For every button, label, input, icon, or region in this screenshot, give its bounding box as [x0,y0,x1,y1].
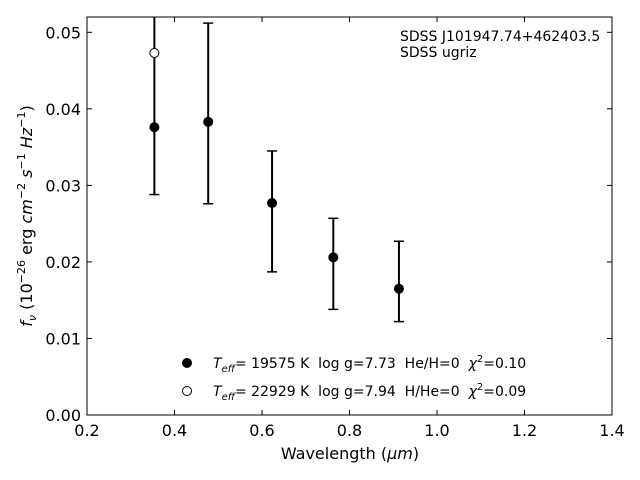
legend-1-chi-value: =0.10 [483,356,526,372]
x-axis-label-text: Wavelength ( [281,444,387,463]
y-axis-label: fν (10−26 erg cm−2 s−1 Hz−1) [15,105,39,326]
y-axis-label-open: (10 [17,283,36,315]
y-axis-label-exp2: −2 [15,183,28,199]
x-axis-label: Wavelength (μm) [281,444,419,463]
legend-1-main: = 19575 K log g=7.73 He/H=0 [235,356,469,372]
x-axis-label-close: ) [413,444,419,463]
x-tick-label: 0.4 [162,421,187,440]
x-tick-label: 1.4 [599,421,624,440]
y-axis-label-exp3: −1 [15,153,28,169]
model-point-open [150,48,159,57]
legend-marker-filled [183,359,192,368]
observed-point [329,253,338,262]
legend-2-main: = 22929 K log g=7.94 H/He=0 [235,384,469,400]
x-tick-label: 1.0 [424,421,449,440]
x-tick-label: 1.2 [512,421,537,440]
y-tick-label: 0.02 [45,253,81,272]
x-axis-label-unit: μm [386,444,413,463]
y-tick-label: 0.01 [45,329,81,348]
y-tick-label: 0.03 [45,176,81,195]
legend-marker-open [183,387,192,396]
x-tick-label: 0.6 [249,421,274,440]
y-axis-label-hz: Hz [17,127,36,153]
data-points [150,48,404,293]
observed-point [268,198,277,207]
y-axis-label-cm: cm [17,199,36,223]
error-bars [149,17,404,322]
y-tick-label: 0.05 [45,23,81,42]
legend-2-chi-value: =0.09 [483,384,526,400]
annotation-object-name: SDSS J101947.74+462403.5 [400,29,600,45]
observed-point [204,117,213,126]
y-tick-label: 0.00 [45,406,81,425]
observed-point [394,284,403,293]
y-axis-label-close: ) [17,105,36,111]
observed-point [150,123,159,132]
y-axis-label-erg: erg [17,224,36,260]
y-axis-label-exp4: −1 [15,112,28,128]
annotation-filters: SDSS ugriz [400,45,477,61]
y-tick-label: 0.04 [45,100,81,119]
y-axis-label-exp1: −26 [15,260,28,283]
legend-entry-1: Teff= 19575 K log g=7.73 He/H=0 χ2=0.10 [213,354,526,375]
legend-entry-2: Teff= 22929 K log g=7.94 H/He=0 χ2=0.09 [213,382,526,403]
y-axis-label-s: s [17,170,36,183]
legend: Teff= 19575 K log g=7.73 He/H=0 χ2=0.10 … [183,354,527,403]
x-tick-label: 0.8 [337,421,362,440]
x-axis-ticks: 0.2 0.4 0.6 0.8 1.0 1.2 1.4 [74,17,624,440]
